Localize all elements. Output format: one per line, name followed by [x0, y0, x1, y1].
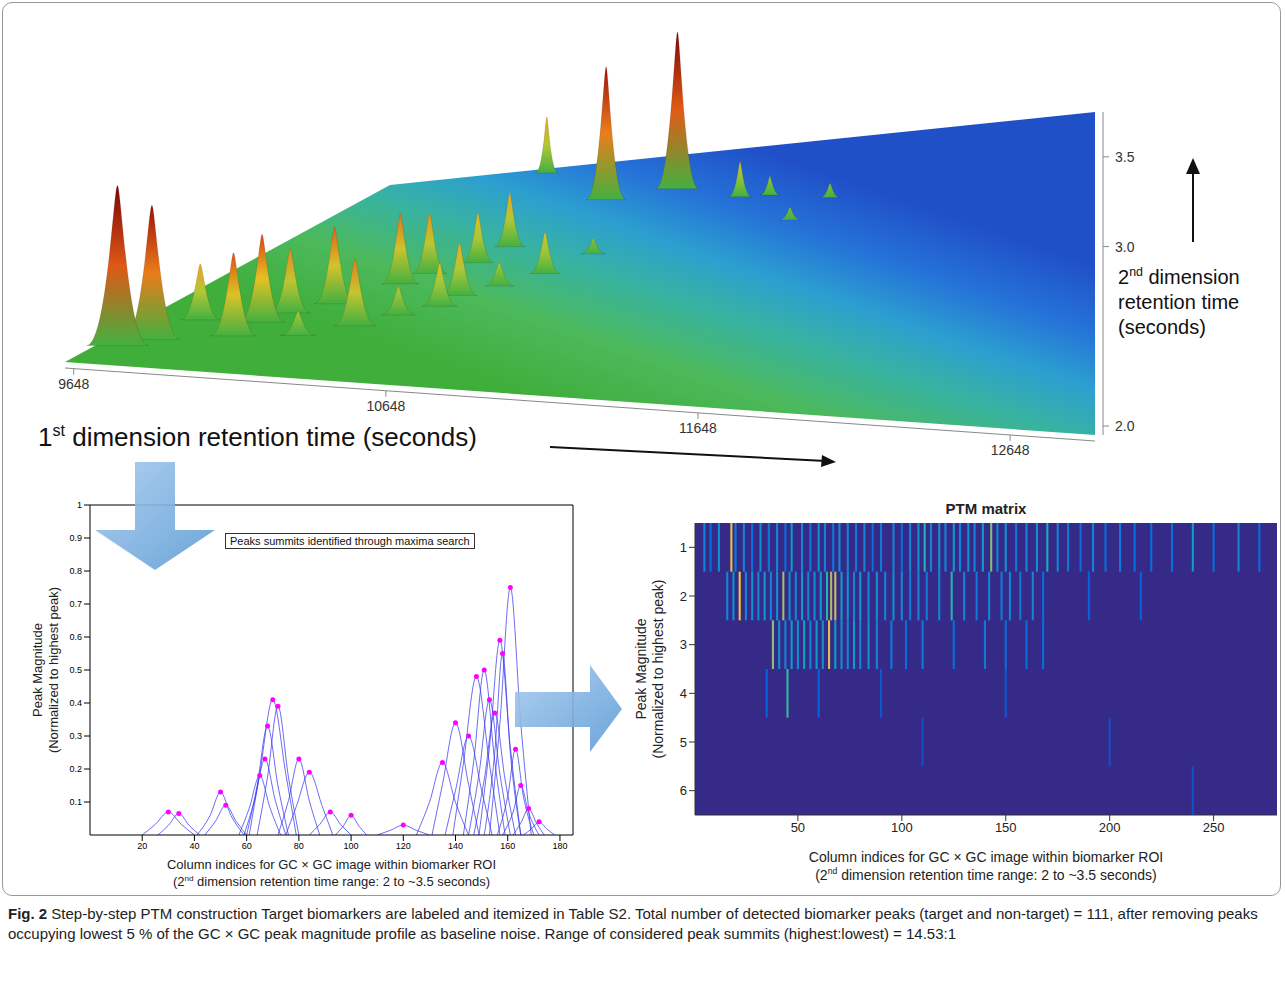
svg-text:2: 2 — [680, 589, 687, 604]
html-text:2nddimension: 2nddimension — [1118, 265, 1240, 288]
html-text:Column indices for GC × GC ima: Column indices for GC × GC image within … — [808, 849, 1164, 865]
svg-text:4: 4 — [680, 686, 687, 701]
svg-text:11648: 11648 — [679, 420, 717, 436]
html-text:1stdimension retention time (s: 1stdimension retention time (seconds) — [38, 421, 477, 452]
html-text:Peak Magnitude: Peak Magnitude — [633, 618, 650, 720]
html-text:Peaks summits identified throu: Peaks summits identified through maxima … — [230, 535, 470, 547]
svg-text:140: 140 — [448, 841, 463, 851]
svg-text:180: 180 — [552, 841, 567, 851]
svg-text:0.3: 0.3 — [69, 731, 82, 741]
svg-text:0.7: 0.7 — [69, 599, 82, 609]
svg-text:12648: 12648 — [991, 442, 1030, 458]
svg-text:0.6: 0.6 — [69, 632, 82, 642]
svg-text:40: 40 — [189, 841, 199, 851]
svg-text:0.2: 0.2 — [69, 764, 82, 774]
svg-text:0.4: 0.4 — [69, 698, 82, 708]
html-text:PTM matrix: PTM matrix — [945, 500, 1027, 517]
html-text:Column indices for GC × GC ima: Column indices for GC × GC image within … — [167, 857, 496, 872]
svg-text:3: 3 — [680, 637, 687, 652]
svg-text:9648: 9648 — [58, 376, 89, 392]
svg-text:50: 50 — [791, 820, 805, 835]
svg-text:6: 6 — [680, 783, 687, 798]
svg-text:10648: 10648 — [366, 398, 405, 414]
svg-text:80: 80 — [294, 841, 304, 851]
html-text:(Normalized to highest peak): (Normalized to highest peak) — [46, 586, 61, 754]
svg-text:100: 100 — [891, 820, 913, 835]
svg-text:3.5: 3.5 — [1115, 149, 1135, 165]
svg-text:5: 5 — [680, 735, 687, 750]
svg-text:200: 200 — [1099, 820, 1121, 835]
svg-text:0.1: 0.1 — [69, 797, 82, 807]
svg-text:3.0: 3.0 — [1115, 239, 1135, 255]
svg-text:2.0: 2.0 — [1115, 418, 1135, 434]
html-text:(2nddimension retention time r: (2nddimension retention time range: 2 to… — [815, 866, 1157, 884]
html-text:Peak Magnitude: Peak Magnitude — [30, 623, 46, 717]
svg-text:0.9: 0.9 — [69, 533, 82, 543]
svg-text:1: 1 — [77, 500, 82, 510]
html-text:(2nddimension retention time r: (2nddimension retention time range: 2 to… — [172, 873, 491, 889]
svg-text:160: 160 — [500, 841, 515, 851]
svg-text:250: 250 — [1203, 820, 1225, 835]
html-text:retention time: retention time — [1118, 291, 1240, 313]
svg-text:120: 120 — [396, 841, 411, 851]
svg-text:0.8: 0.8 — [69, 566, 82, 576]
html-text:Fig. 2 Step-by-step PTM constr: Fig. 2 Step-by-step PTM construction Tar… — [8, 905, 1258, 942]
svg-text:100: 100 — [344, 841, 359, 851]
svg-text:60: 60 — [242, 841, 252, 851]
html-text:(seconds): (seconds) — [1118, 316, 1206, 338]
html-text:(Normalized to highest peak): (Normalized to highest peak) — [650, 579, 666, 759]
svg-text:20: 20 — [137, 841, 147, 851]
svg-text:150: 150 — [995, 820, 1017, 835]
svg-text:1: 1 — [680, 540, 687, 555]
svg-text:0.5: 0.5 — [69, 665, 82, 675]
